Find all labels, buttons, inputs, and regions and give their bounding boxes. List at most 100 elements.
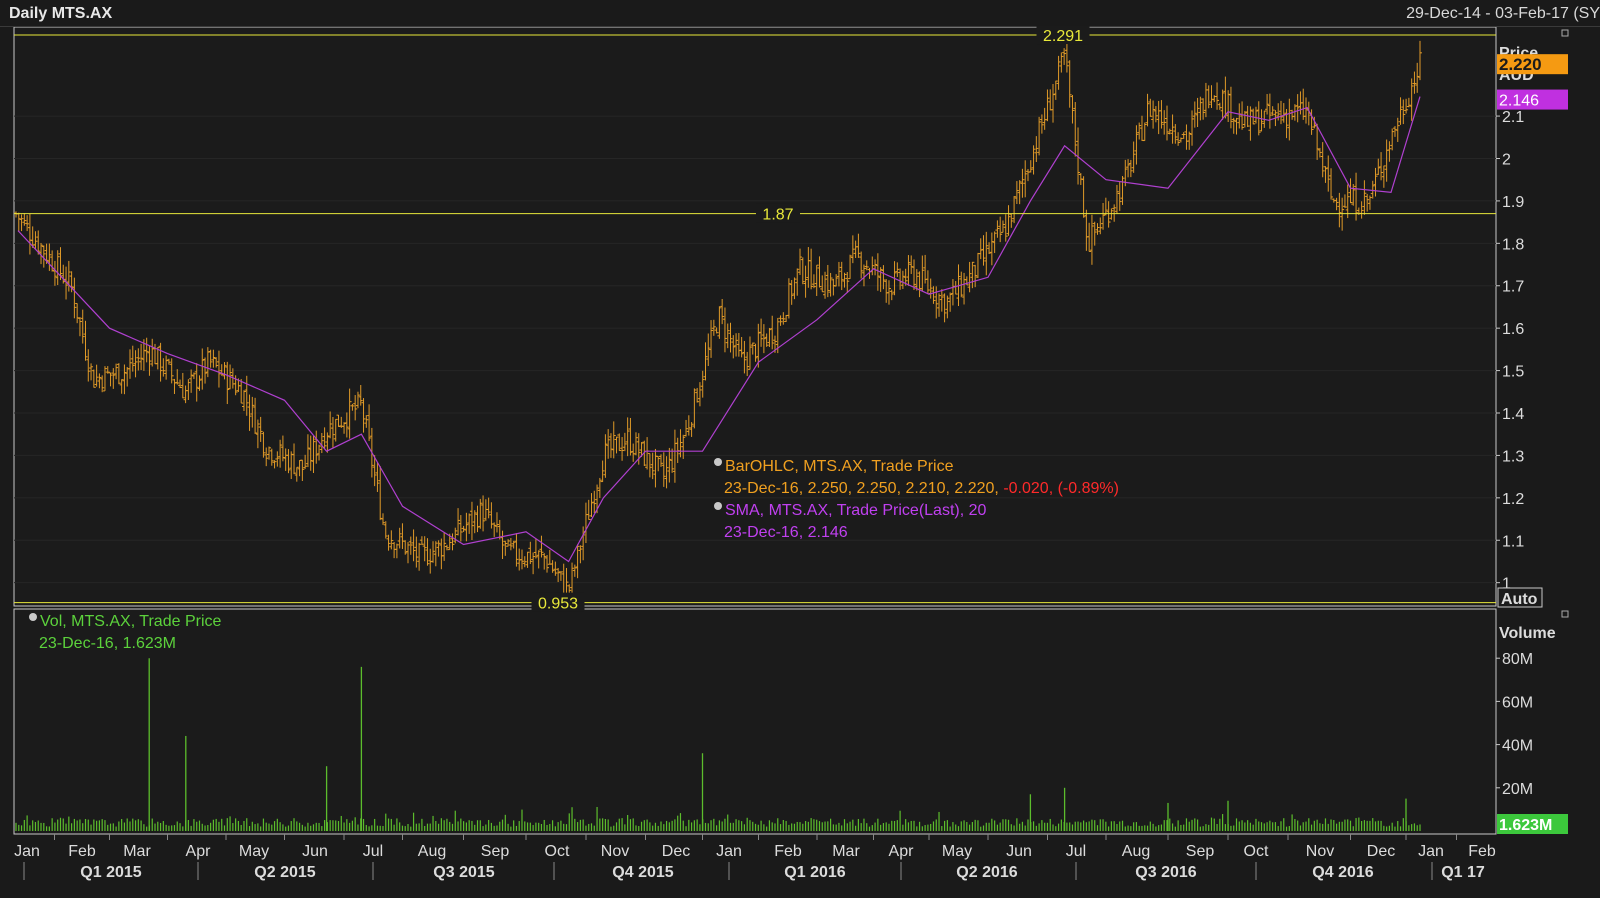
legend-handle-icon[interactable] (714, 458, 722, 466)
ohlc-bar (372, 455, 377, 487)
ohlc-bar (931, 286, 936, 304)
ohlc-bar (1087, 222, 1092, 252)
ohlc-bar (1215, 82, 1220, 110)
ohlc-bar (809, 248, 814, 290)
ohlc-bar (761, 324, 766, 354)
ohlc-bar (122, 364, 127, 395)
price-tick-label: 1.9 (1502, 194, 1524, 211)
ohlc-bar (614, 436, 619, 454)
ohlc-bar (1259, 109, 1264, 132)
ohlc-bar (786, 278, 791, 319)
x-quarter-label: Q4 2016 (1312, 864, 1373, 881)
ohlc-bar (1323, 166, 1328, 183)
ohlc-bar (200, 348, 205, 390)
ohlc-bar (1220, 89, 1225, 120)
ohlc-bar (1198, 96, 1203, 121)
ohlc-bar (261, 431, 266, 458)
ohlc-bar (69, 271, 74, 293)
ohlc-bar (469, 501, 474, 541)
reference-label: 1.87 (762, 207, 793, 224)
sma-legend-values: 23-Dec-16, 2.146 (724, 524, 848, 541)
ohlc-bar (1390, 128, 1395, 151)
ohlc-bar (406, 542, 411, 564)
ohlc-bar (992, 231, 997, 254)
ohlc-bar (1206, 85, 1211, 109)
x-month-label: Jan (1418, 843, 1444, 860)
x-quarter-label: Q1 2015 (80, 864, 141, 881)
ohlc-bar (330, 417, 335, 448)
ohlc-bar (247, 394, 252, 431)
ohlc-bar (1162, 110, 1167, 135)
ohlc-bar (514, 533, 519, 567)
legend-handle-icon[interactable] (714, 502, 722, 510)
ohlc-legend: BarOHLC, MTS.AX, Trade Price 23-Dec-16, … (714, 456, 1119, 544)
ohlc-bar (286, 449, 291, 474)
x-month-label: Jun (302, 843, 328, 860)
x-quarter-label: Q4 2015 (612, 864, 673, 881)
ohlc-bar (942, 293, 947, 323)
ohlc-bar (650, 452, 655, 480)
ohlc-bar (414, 536, 419, 568)
x-month-label: Sep (1186, 843, 1215, 860)
ohlc-bar (572, 564, 577, 577)
ohlc-bar (1112, 204, 1117, 222)
ohlc-bar (895, 262, 900, 277)
ohlc-bar (886, 280, 891, 305)
ohlc-bar (864, 260, 869, 271)
x-month-label: Mar (832, 843, 860, 860)
ohlc-bar (311, 435, 316, 473)
ohlc-bar (358, 385, 363, 406)
ohlc-bar (361, 398, 366, 433)
ohlc-bar (453, 527, 458, 544)
ohlc-bar (578, 545, 583, 564)
ohlc-bar (1253, 106, 1258, 124)
panel-toggle-icon (1561, 29, 1569, 37)
ohlc-bar (394, 543, 399, 559)
ohlc-bar (781, 312, 786, 325)
ohlc-bar (1345, 184, 1350, 219)
ohlc-bar (1165, 105, 1170, 141)
legend-handle-icon[interactable] (29, 613, 37, 621)
ohlc-bar (731, 335, 736, 359)
ohlc-bar (147, 345, 152, 376)
ohlc-bar (139, 343, 144, 371)
ohlc-bar (519, 549, 524, 570)
ohlc-bar (300, 459, 305, 482)
ohlc-bar (1379, 152, 1384, 181)
ohlc-bar (667, 447, 672, 483)
ohlc-bar (55, 250, 60, 286)
ohlc-bar (1103, 197, 1108, 216)
ohlc-bar (1148, 98, 1153, 117)
sma-tag-label: 2.146 (1499, 93, 1539, 110)
ohlc-bar (353, 395, 358, 421)
ohlc-bar (767, 327, 772, 347)
ohlc-bar (697, 382, 702, 407)
ohlc-bar (105, 366, 110, 374)
ohlc-bar (753, 343, 758, 362)
ohlc-bar (1000, 220, 1005, 233)
ohlc-bar (425, 538, 430, 566)
ohlc-bar (186, 379, 191, 401)
ohlc-bar (102, 366, 107, 392)
ohlc-bar (22, 213, 27, 226)
ohlc-bar (814, 264, 819, 296)
ohlc-bar (633, 432, 638, 456)
ohlc-bar (1081, 176, 1086, 218)
volume-legend: Vol, MTS.AX, Trade Price 23-Dec-16, 1.62… (29, 611, 221, 655)
ohlc-bar (728, 322, 733, 353)
ohlc-bar (130, 345, 135, 372)
ohlc-bar (909, 255, 914, 275)
ohlc-bar (1242, 110, 1247, 128)
x-month-label: Oct (545, 843, 570, 860)
ohlc-bar (350, 403, 355, 411)
ohlc-bar (1228, 86, 1233, 129)
ohlc-bar (1412, 71, 1417, 94)
ohlc-bar (1117, 181, 1122, 211)
ohlc-bar (450, 533, 455, 551)
ohlc-bar (556, 567, 561, 583)
ohlc-bar (850, 235, 855, 264)
ohlc-bar (945, 295, 950, 319)
x-month-label: Jan (716, 843, 742, 860)
ohlc-bar (759, 318, 764, 347)
ohlc-bar (1170, 114, 1175, 144)
